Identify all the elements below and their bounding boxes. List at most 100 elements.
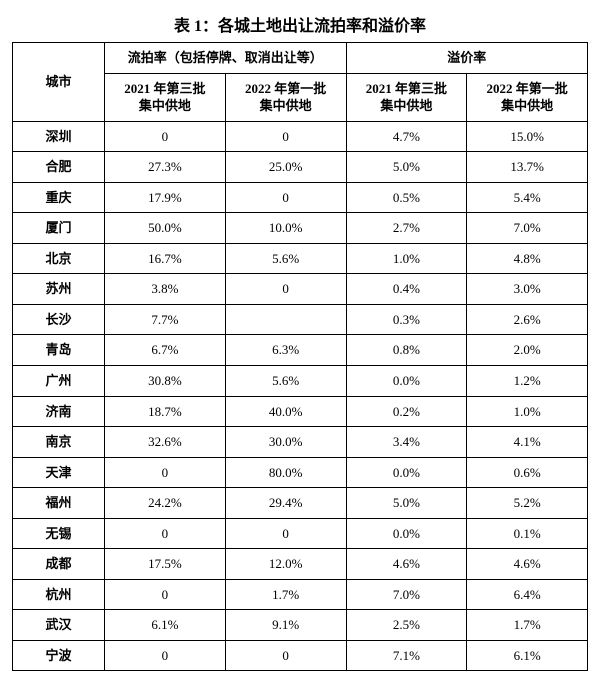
table-row: 厦门50.0%10.0%2.7%7.0% [13, 213, 588, 244]
cell-city: 合肥 [13, 152, 105, 183]
cell-value: 6.3% [225, 335, 346, 366]
cell-value: 0.1% [467, 518, 588, 549]
table-row: 广州30.8%5.6%0.0%1.2% [13, 366, 588, 397]
cell-value: 17.9% [105, 182, 226, 213]
table-header: 城市 流拍率（包括停牌、取消出让等） 溢价率 2021 年第三批 集中供地 20… [13, 43, 588, 122]
cell-value: 30.8% [105, 366, 226, 397]
cell-value: 0.2% [346, 396, 467, 427]
cell-city: 北京 [13, 243, 105, 274]
cell-value: 5.0% [346, 152, 467, 183]
table-row: 重庆17.9%00.5%5.4% [13, 182, 588, 213]
cell-value: 5.6% [225, 366, 346, 397]
cell-value: 80.0% [225, 457, 346, 488]
cell-value: 18.7% [105, 396, 226, 427]
table-row: 福州24.2%29.4%5.0%5.2% [13, 488, 588, 519]
cell-value: 15.0% [467, 121, 588, 152]
cell-value: 25.0% [225, 152, 346, 183]
cell-value: 0.8% [346, 335, 467, 366]
cell-value: 5.0% [346, 488, 467, 519]
table-row: 成都17.5%12.0%4.6%4.6% [13, 549, 588, 580]
cell-city: 无锡 [13, 518, 105, 549]
cell-value: 12.0% [225, 549, 346, 580]
cell-value: 40.0% [225, 396, 346, 427]
cell-value: 50.0% [105, 213, 226, 244]
cell-value: 4.1% [467, 427, 588, 458]
table-row: 武汉6.1%9.1%2.5%1.7% [13, 610, 588, 641]
table-row: 长沙7.7%0.3%2.6% [13, 304, 588, 335]
cell-city: 武汉 [13, 610, 105, 641]
table-row: 无锡000.0%0.1% [13, 518, 588, 549]
cell-city: 宁波 [13, 640, 105, 671]
cell-city: 重庆 [13, 182, 105, 213]
cell-value: 0 [105, 121, 226, 152]
cell-value: 2.5% [346, 610, 467, 641]
cell-value: 7.0% [346, 579, 467, 610]
cell-value: 0 [225, 518, 346, 549]
cell-value: 30.0% [225, 427, 346, 458]
cell-value: 10.0% [225, 213, 346, 244]
cell-value: 0 [105, 640, 226, 671]
cell-city: 长沙 [13, 304, 105, 335]
cell-city: 广州 [13, 366, 105, 397]
table-row: 北京16.7%5.6%1.0%4.8% [13, 243, 588, 274]
cell-value: 2.6% [467, 304, 588, 335]
table-row: 深圳004.7%15.0% [13, 121, 588, 152]
table-body: 深圳004.7%15.0%合肥27.3%25.0%5.0%13.7%重庆17.9… [13, 121, 588, 671]
header-sub-d-l2: 集中供地 [501, 98, 553, 113]
header-city: 城市 [13, 43, 105, 122]
cell-city: 苏州 [13, 274, 105, 305]
cell-value: 2.7% [346, 213, 467, 244]
cell-city: 青岛 [13, 335, 105, 366]
cell-value: 0.4% [346, 274, 467, 305]
cell-value: 6.1% [105, 610, 226, 641]
cell-city: 济南 [13, 396, 105, 427]
cell-city: 南京 [13, 427, 105, 458]
header-sub-d: 2022 年第一批 集中供地 [467, 73, 588, 121]
cell-value: 1.0% [346, 243, 467, 274]
cell-value: 0.0% [346, 518, 467, 549]
table-row: 天津080.0%0.0%0.6% [13, 457, 588, 488]
cell-value: 4.8% [467, 243, 588, 274]
cell-value: 4.6% [346, 549, 467, 580]
cell-value: 0 [225, 274, 346, 305]
cell-value: 5.4% [467, 182, 588, 213]
header-sub-b-l2: 集中供地 [260, 98, 312, 113]
table-row: 南京32.6%30.0%3.4%4.1% [13, 427, 588, 458]
cell-city: 天津 [13, 457, 105, 488]
cell-value: 0 [225, 182, 346, 213]
cell-value: 7.0% [467, 213, 588, 244]
cell-value: 1.2% [467, 366, 588, 397]
data-table: 城市 流拍率（包括停牌、取消出让等） 溢价率 2021 年第三批 集中供地 20… [12, 42, 588, 671]
cell-value: 0 [225, 121, 346, 152]
cell-value: 6.7% [105, 335, 226, 366]
cell-value: 6.4% [467, 579, 588, 610]
cell-city: 厦门 [13, 213, 105, 244]
table-row: 济南18.7%40.0%0.2%1.0% [13, 396, 588, 427]
cell-value: 0 [225, 640, 346, 671]
header-group-failure-rate: 流拍率（包括停牌、取消出让等） [105, 43, 347, 74]
header-sub-b-l1: 2022 年第一批 [245, 81, 326, 96]
cell-value: 2.0% [467, 335, 588, 366]
table-row: 苏州3.8%00.4%3.0% [13, 274, 588, 305]
header-sub-d-l1: 2022 年第一批 [486, 81, 567, 96]
cell-value: 27.3% [105, 152, 226, 183]
cell-value: 0.0% [346, 457, 467, 488]
cell-value: 0 [105, 518, 226, 549]
cell-value: 4.7% [346, 121, 467, 152]
table-row: 宁波007.1%6.1% [13, 640, 588, 671]
table-row: 杭州01.7%7.0%6.4% [13, 579, 588, 610]
cell-value: 9.1% [225, 610, 346, 641]
header-sub-c-l1: 2021 年第三批 [366, 81, 447, 96]
cell-value: 7.1% [346, 640, 467, 671]
cell-value: 1.0% [467, 396, 588, 427]
header-group-premium-rate: 溢价率 [346, 43, 588, 74]
cell-city: 福州 [13, 488, 105, 519]
header-sub-c: 2021 年第三批 集中供地 [346, 73, 467, 121]
header-sub-a-l2: 集中供地 [139, 98, 191, 113]
cell-value: 7.7% [105, 304, 226, 335]
header-sub-a: 2021 年第三批 集中供地 [105, 73, 226, 121]
cell-value: 0.0% [346, 366, 467, 397]
cell-value: 0.6% [467, 457, 588, 488]
cell-value: 29.4% [225, 488, 346, 519]
cell-value: 0 [105, 579, 226, 610]
